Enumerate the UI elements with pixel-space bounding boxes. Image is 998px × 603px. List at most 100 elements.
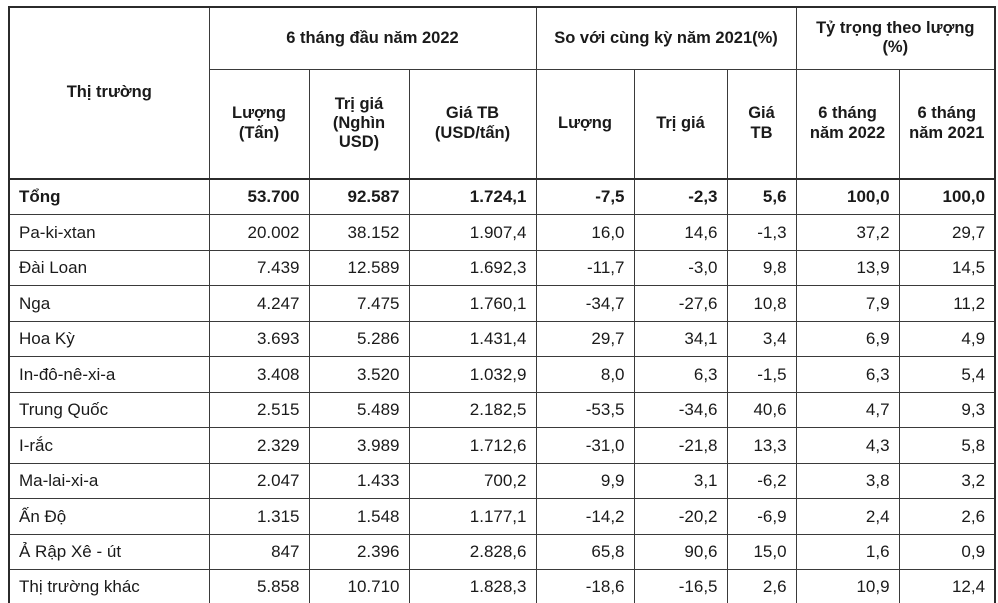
header-sub-cmp-value: Trị giá bbox=[633, 68, 728, 180]
cell-value: 1.431,4 bbox=[408, 320, 537, 357]
cell-value: -6,9 bbox=[726, 498, 797, 535]
row-label-market: Pa-ki-xtan bbox=[8, 214, 210, 251]
row-label-market: Trung Quốc bbox=[8, 391, 210, 428]
cell-value: 16,0 bbox=[535, 214, 635, 251]
cell-value: 700,2 bbox=[408, 462, 537, 499]
cell-value: 5.489 bbox=[308, 391, 410, 428]
cell-value: 4,9 bbox=[898, 320, 996, 357]
header-row-subs: Lượng (Tấn) Trị giá (Nghìn USD) Giá TB (… bbox=[9, 68, 996, 180]
cell-value: 13,3 bbox=[726, 427, 797, 464]
cell-value: 12,4 bbox=[898, 569, 996, 603]
row-label-market: Ma-lai-xi-a bbox=[8, 462, 210, 499]
table-row: Ấn Độ 1.315 1.548 1.177,1 -14,2 -20,2 -6,9 2,4 2… bbox=[8, 498, 996, 535]
cell-value: 4,7 bbox=[795, 391, 900, 428]
cell-value: 3,1 bbox=[633, 462, 728, 499]
header-sub-volume-tons: Lượng (Tấn) bbox=[208, 68, 310, 180]
cell-value: -34,6 bbox=[633, 391, 728, 428]
cell-value: 2,6 bbox=[726, 569, 797, 603]
row-label-market: Thị trường khác bbox=[8, 569, 210, 603]
cell-value: -34,7 bbox=[535, 285, 635, 322]
cell-value: 38.152 bbox=[308, 214, 410, 251]
cell-value: 92.587 bbox=[308, 178, 410, 215]
cell-value: -1,5 bbox=[726, 356, 797, 393]
cell-value: -31,0 bbox=[535, 427, 635, 464]
cell-value: 1.692,3 bbox=[408, 249, 537, 286]
header-group-6months-2022: 6 tháng đầu năm 2022 bbox=[208, 6, 537, 70]
cell-value: 9,3 bbox=[898, 391, 996, 428]
cell-value: 4,3 bbox=[795, 427, 900, 464]
cell-value: 1.760,1 bbox=[408, 285, 537, 322]
cell-value: -27,6 bbox=[633, 285, 728, 322]
market-statistics-table: Thị trường 6 tháng đầu năm 2022 So với c… bbox=[8, 6, 997, 603]
row-label-market: Nga bbox=[8, 285, 210, 322]
cell-value: 1.828,3 bbox=[408, 569, 537, 603]
cell-value: 10,8 bbox=[726, 285, 797, 322]
cell-value: 3,4 bbox=[726, 320, 797, 357]
cell-value: -16,5 bbox=[633, 569, 728, 603]
cell-value: 15,0 bbox=[726, 533, 797, 570]
cell-value: 9,9 bbox=[535, 462, 635, 499]
cell-value: -20,2 bbox=[633, 498, 728, 535]
cell-value: 3.693 bbox=[208, 320, 310, 357]
table-row: Nga 4.247 7.475 1.760,1 -34,7 -27,6 10,8 7,9 11,… bbox=[8, 285, 996, 322]
cell-value: 1,6 bbox=[795, 533, 900, 570]
cell-value: 7,9 bbox=[795, 285, 900, 322]
header-sub-value-thousand-usd: Trị giá (Nghìn USD) bbox=[308, 68, 410, 180]
cell-value: 7.439 bbox=[208, 249, 310, 286]
cell-value: 10.710 bbox=[308, 569, 410, 603]
cell-value: -11,7 bbox=[535, 249, 635, 286]
cell-value: 90,6 bbox=[633, 533, 728, 570]
cell-value: 3.520 bbox=[308, 356, 410, 393]
cell-value: 11,2 bbox=[898, 285, 996, 322]
table-row: Ả Rập Xê - út 847 2.396 2.828,6 65,8 90,6 15,0… bbox=[8, 533, 996, 570]
cell-value: 13,9 bbox=[795, 249, 900, 286]
cell-value: 3,8 bbox=[795, 462, 900, 499]
header-sub-share-6months-2021: 6 tháng năm 2021 bbox=[898, 68, 996, 180]
cell-value: 14,5 bbox=[898, 249, 996, 286]
cell-value: -7,5 bbox=[535, 178, 635, 215]
row-label-market: Ả Rập Xê - út bbox=[8, 533, 210, 570]
cell-value: 1.548 bbox=[308, 498, 410, 535]
cell-value: -2,3 bbox=[633, 178, 728, 215]
cell-value: 5,4 bbox=[898, 356, 996, 393]
table-row: In-đô-nê-xi-a 3.408 3.520 1.032,9 8,0 6,3 -1,5… bbox=[8, 356, 996, 393]
header-sub-share-6months-2022: 6 tháng năm 2022 bbox=[795, 68, 900, 180]
cell-value: 2.047 bbox=[208, 462, 310, 499]
cell-value: 1.907,4 bbox=[408, 214, 537, 251]
cell-value: 7.475 bbox=[308, 285, 410, 322]
row-label-total: Tổng bbox=[8, 178, 210, 215]
cell-value: -18,6 bbox=[535, 569, 635, 603]
cell-value: 2.515 bbox=[208, 391, 310, 428]
cell-value: -6,2 bbox=[726, 462, 797, 499]
cell-value: -14,2 bbox=[535, 498, 635, 535]
cell-value: 3.408 bbox=[208, 356, 310, 393]
cell-value: 0,9 bbox=[898, 533, 996, 570]
cell-value: 100,0 bbox=[795, 178, 900, 215]
cell-value: 2.329 bbox=[208, 427, 310, 464]
cell-value: -53,5 bbox=[535, 391, 635, 428]
cell-value: 20.002 bbox=[208, 214, 310, 251]
cell-value: 5.286 bbox=[308, 320, 410, 357]
cell-value: 10,9 bbox=[795, 569, 900, 603]
cell-value: 5.858 bbox=[208, 569, 310, 603]
table-row: Pa-ki-xtan 20.002 38.152 1.907,4 16,0 14,6 -1,… bbox=[8, 214, 996, 251]
cell-value: -3,0 bbox=[633, 249, 728, 286]
cell-value: 1.712,6 bbox=[408, 427, 537, 464]
header-group-share-by-volume: Tỷ trọng theo lượng (%) bbox=[795, 6, 996, 70]
row-label-market: In-đô-nê-xi-a bbox=[8, 356, 210, 393]
table-row: Ma-lai-xi-a 2.047 1.433 700,2 9,9 3,1 -6,2 3,8 3… bbox=[8, 462, 996, 499]
cell-value: 6,3 bbox=[795, 356, 900, 393]
cell-value: 14,6 bbox=[633, 214, 728, 251]
cell-value: 1.724,1 bbox=[408, 178, 537, 215]
cell-value: 34,1 bbox=[633, 320, 728, 357]
cell-value: 1.433 bbox=[308, 462, 410, 499]
cell-value: 29,7 bbox=[535, 320, 635, 357]
row-label-market: I-rắc bbox=[8, 427, 210, 464]
cell-value: 29,7 bbox=[898, 214, 996, 251]
table-row: Trung Quốc 2.515 5.489 2.182,5 -53,5 -34,6 40,… bbox=[8, 391, 996, 428]
cell-value: 2.828,6 bbox=[408, 533, 537, 570]
header-group-comparison-2021: So với cùng kỳ năm 2021(%) bbox=[535, 6, 797, 70]
cell-value: -1,3 bbox=[726, 214, 797, 251]
cell-value: 2.182,5 bbox=[408, 391, 537, 428]
cell-value: 9,8 bbox=[726, 249, 797, 286]
